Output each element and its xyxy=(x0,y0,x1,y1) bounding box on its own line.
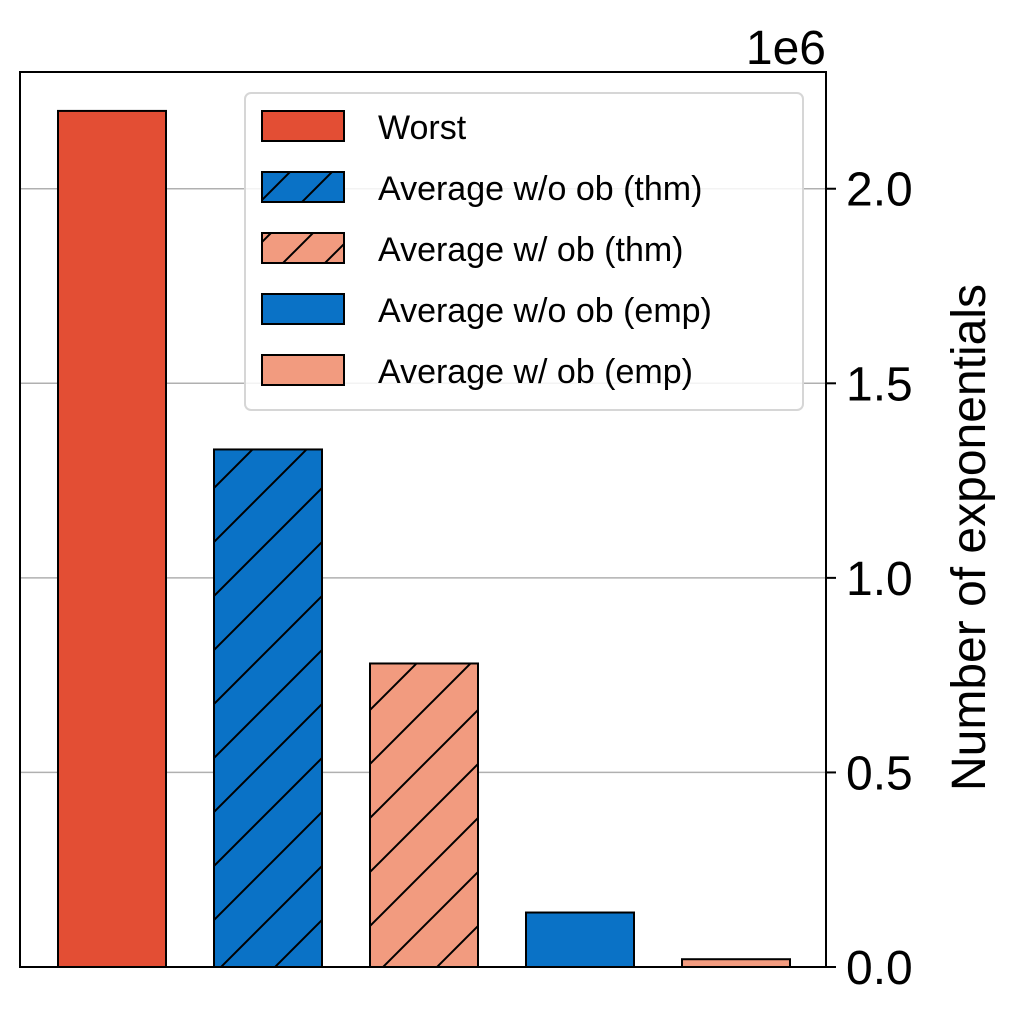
legend-label: Average w/ ob (emp) xyxy=(378,353,693,391)
legend-swatch-outline xyxy=(261,354,345,386)
legend-label: Average w/o ob (thm) xyxy=(378,170,702,208)
bar-fill xyxy=(58,110,166,968)
bar-1 xyxy=(57,109,167,969)
legend-swatch-outline xyxy=(261,110,345,142)
legend-item: Average w/o ob (emp) xyxy=(261,292,712,330)
legend-item: Average w/ ob (emp) xyxy=(261,353,693,391)
legend-swatch-fill xyxy=(262,111,344,141)
y-tick-label: 0.5 xyxy=(846,747,913,800)
plot-frame xyxy=(19,71,827,968)
legend-label: Average w/ ob (thm) xyxy=(378,231,684,269)
y-axis-offset-label: 1e6 xyxy=(746,22,826,75)
bar-4 xyxy=(525,911,635,968)
y-tick-label: 1.0 xyxy=(846,553,913,606)
legend-box xyxy=(244,92,804,411)
y-tick-label: 0.0 xyxy=(846,942,913,995)
bar-hatch xyxy=(214,449,322,967)
legend-label: Worst xyxy=(378,109,467,147)
legend-swatch-fill xyxy=(262,355,344,385)
y-axis-label: Number of exponentials xyxy=(943,284,996,791)
bar-5 xyxy=(681,958,791,969)
legend-label: Average w/o ob (emp) xyxy=(378,292,712,330)
legend-item: Average w/ ob (thm) xyxy=(261,231,684,269)
y-tick-label: 1.5 xyxy=(846,358,913,411)
legend-swatch-fill xyxy=(262,294,344,324)
bar-3 xyxy=(369,662,479,968)
bar-hatch xyxy=(370,663,478,967)
legend-swatch-hatch xyxy=(262,233,344,263)
bar-fill xyxy=(526,912,634,967)
legend: Worst Average w/o ob (thm) Average w/ ob (… xyxy=(244,92,804,411)
legend-swatch-outline xyxy=(261,171,345,203)
legend-swatch-outline xyxy=(261,232,345,264)
legend-item: Worst xyxy=(261,109,467,147)
legend-swatch-outline xyxy=(261,293,345,325)
y-tick-label: 2.0 xyxy=(846,164,913,217)
legend-swatch-hatch xyxy=(262,172,344,202)
bar-2 xyxy=(213,448,323,968)
bar-fill xyxy=(682,959,790,967)
legend-item: Average w/o ob (thm) xyxy=(261,170,702,208)
y-axis-ticks: 0.0 0.5 1.0 1.5 2.0 xyxy=(826,164,913,995)
